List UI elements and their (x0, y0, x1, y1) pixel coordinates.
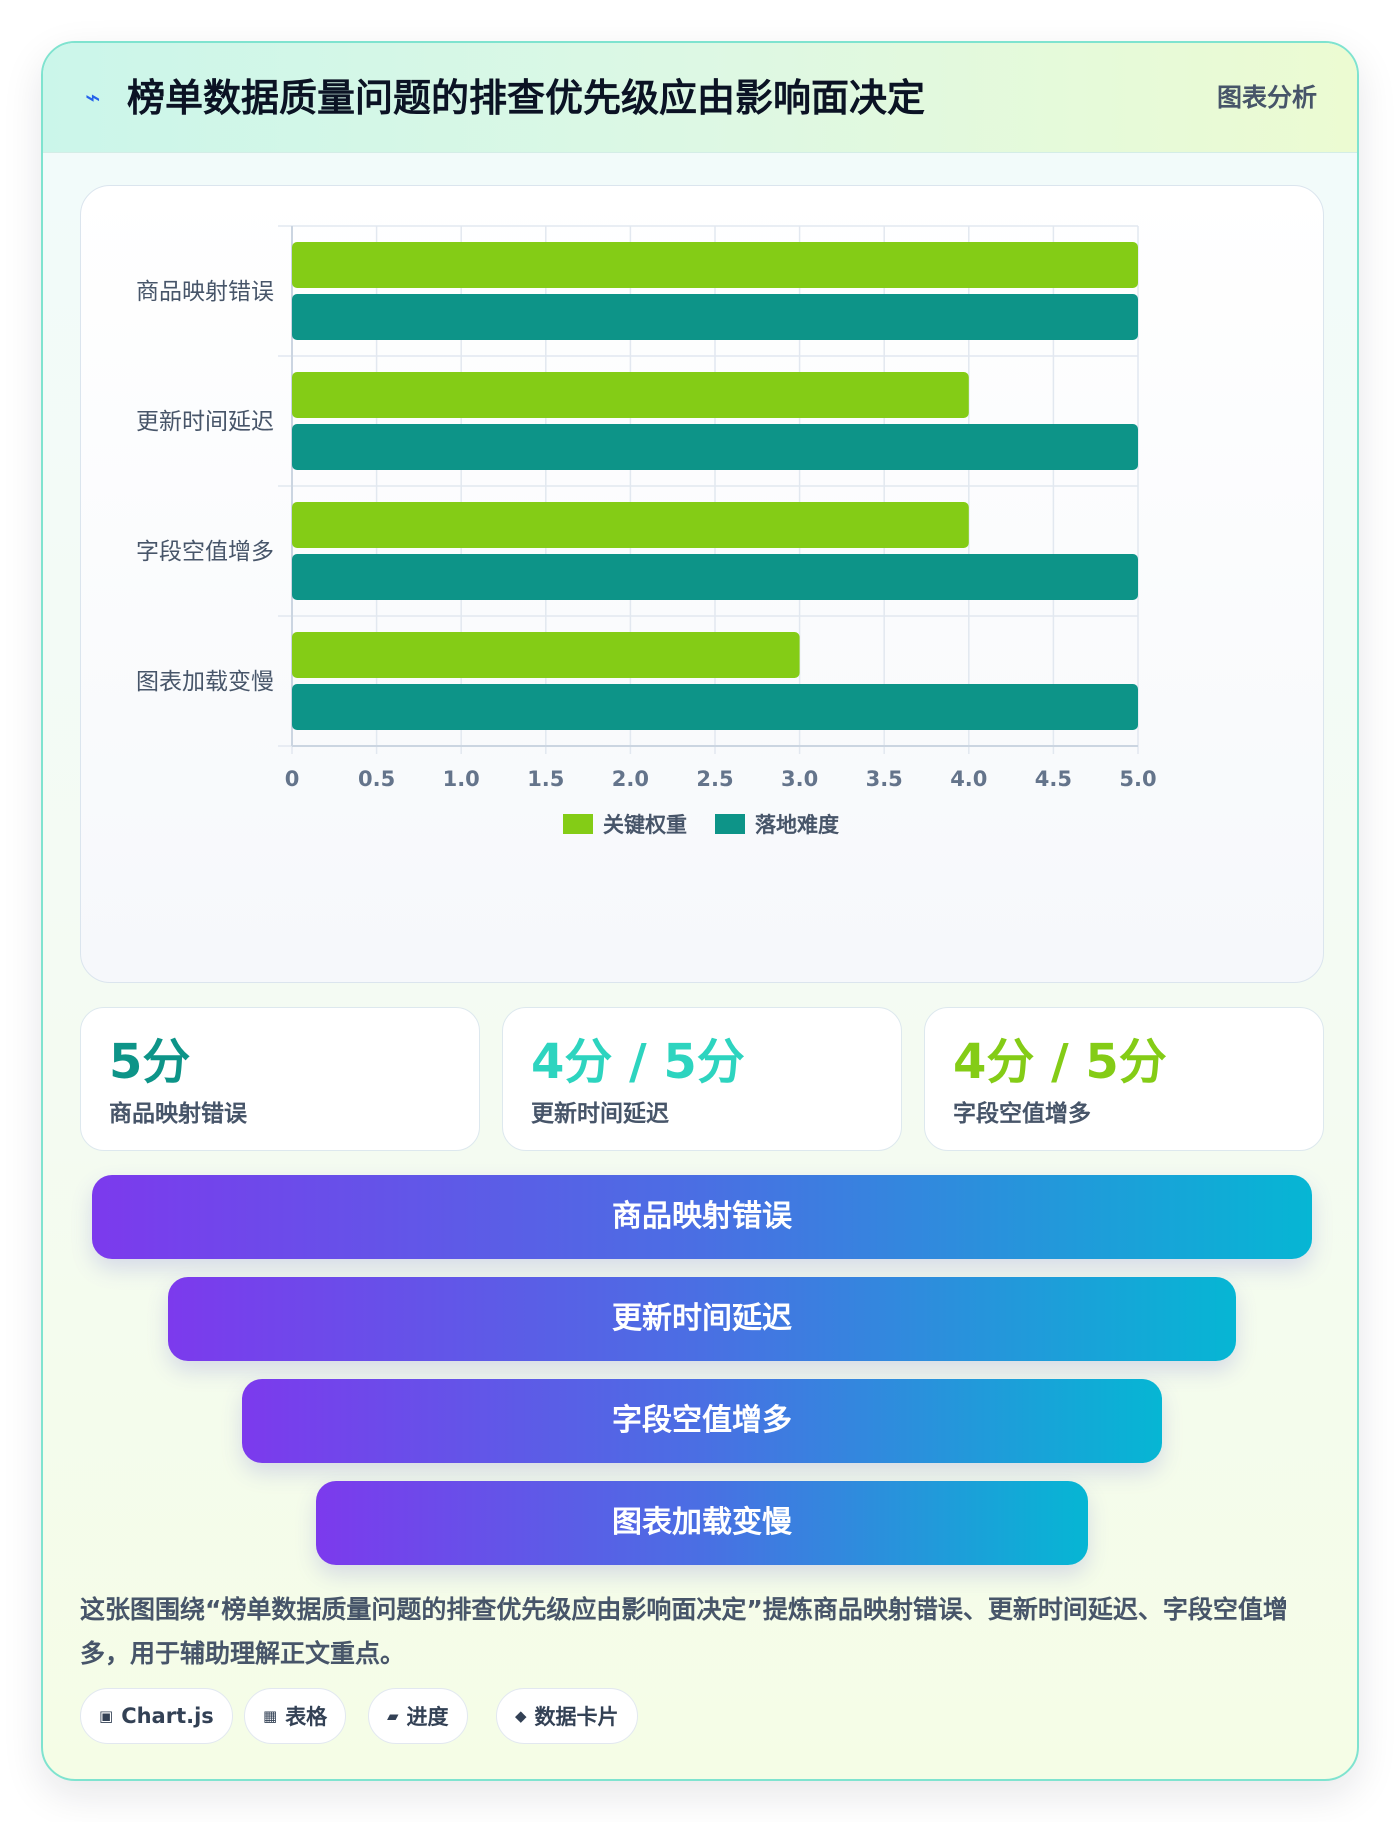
bar (292, 554, 1138, 600)
chip-label: Chart.js (121, 1704, 214, 1728)
header-tag: 图表分析 (1216, 83, 1317, 112)
funnel-stage-2: 更新时间延迟 (168, 1277, 1236, 1361)
card-header: ⌁ 榜单数据质量问题的排查优先级应由影响面决定 图表分析 (43, 43, 1357, 153)
x-tick-label: 2.0 (612, 767, 649, 791)
lightning-icon: ⌁ (85, 83, 101, 113)
chip-label: 表格 (285, 1705, 328, 1729)
bar-chart: 0 0.5 1.0 1.5 2.0 2.5 3.0 3.5 4.0 4.5 5.0 商品映射错误更新时… (136, 225, 1157, 837)
legend-label: 关键权重 (603, 813, 687, 837)
category-label: 更新时间延迟 (136, 409, 274, 435)
bar (292, 242, 1138, 288)
x-tick-label: 4.5 (1035, 767, 1072, 791)
x-tick-label: 4.0 (950, 767, 987, 791)
bar (292, 502, 969, 548)
x-tick-label: 0 (285, 767, 300, 791)
bar (292, 372, 969, 418)
x-tick-label: 1.5 (527, 767, 564, 791)
page-title: 榜单数据质量问题的排查优先级应由影响面决定 (127, 76, 926, 120)
category-label: 字段空值增多 (136, 539, 274, 565)
stat-card-3: 4分 / 5分 字段空值增多 (924, 1007, 1324, 1151)
x-tick-label: 3.0 (781, 767, 818, 791)
legend-label: 落地难度 (755, 813, 839, 837)
x-tick-label: 3.5 (866, 767, 903, 791)
category-label: 图表加载变慢 (136, 669, 274, 695)
x-tick-label: 2.5 (696, 767, 733, 791)
funnel-stage-1: 商品映射错误 (92, 1175, 1312, 1259)
table-icon: ▦ (263, 1707, 278, 1725)
funnel-label: 商品映射错误 (612, 1199, 792, 1234)
stat-label: 商品映射错误 (109, 1101, 247, 1127)
progress-icon: ▰ (387, 1707, 399, 1725)
bar (292, 294, 1138, 340)
funnel-label: 更新时间延迟 (612, 1301, 792, 1336)
stat-value: 5分 (109, 1034, 191, 1090)
funnel-label: 字段空值增多 (612, 1403, 792, 1438)
stat-card-1: 5分 商品映射错误 (80, 1007, 480, 1151)
stat-card-2: 4分 / 5分 更新时间延迟 (502, 1007, 902, 1151)
stat-value: 4分 / 5分 (953, 1034, 1167, 1090)
bar (292, 684, 1138, 730)
chip-table[interactable]: ▦ 表格 (244, 1688, 347, 1744)
x-tick-label: 5.0 (1119, 767, 1156, 791)
stat-value: 4分 / 5分 (531, 1034, 745, 1090)
chart-description: 这张图围绕“榜单数据质量问题的排查优先级应由影响面决定”提炼商品映射错误、更新时… (80, 1595, 1288, 1668)
bar (292, 632, 800, 678)
content-card: ⌁ 榜单数据质量问题的排查优先级应由影响面决定 图表分析 0 0.5 1.0 1.5 2… (41, 41, 1359, 1781)
x-tick-label: 1.0 (443, 767, 480, 791)
chip-chartjs[interactable]: ▣ Chart.js (80, 1688, 233, 1744)
chip-progress[interactable]: ▰ 进度 (368, 1688, 468, 1744)
category-label: 商品映射错误 (136, 279, 274, 305)
diamond-icon: ◆ (515, 1707, 527, 1725)
chart-panel: 0 0.5 1.0 1.5 2.0 2.5 3.0 3.5 4.0 4.5 5.0 商品映射错误 更新时… (80, 185, 1324, 983)
funnel-stage-4: 图表加载变慢 (316, 1481, 1088, 1565)
chip-data-card[interactable]: ◆ 数据卡片 (496, 1688, 638, 1744)
chip-label: 进度 (406, 1705, 449, 1729)
stat-label: 字段空值增多 (953, 1101, 1091, 1127)
x-tick-label: 0.5 (358, 767, 395, 791)
square-icon: ▣ (99, 1707, 114, 1725)
funnel-label: 图表加载变慢 (612, 1505, 792, 1540)
funnel-stage-3: 字段空值增多 (242, 1379, 1162, 1463)
bar (292, 424, 1138, 470)
stat-label: 更新时间延迟 (531, 1101, 669, 1127)
legend-swatch (563, 814, 593, 834)
chip-label: 数据卡片 (534, 1705, 619, 1729)
legend-swatch (715, 814, 745, 834)
